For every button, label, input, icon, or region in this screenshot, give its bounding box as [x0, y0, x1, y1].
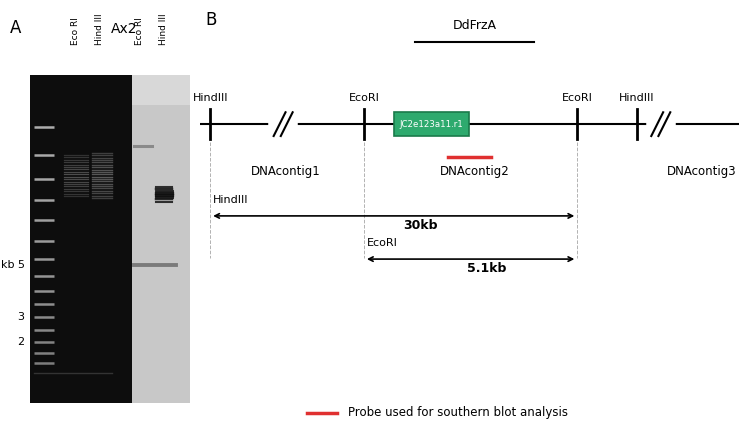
- Text: DNAcontig3: DNAcontig3: [667, 164, 736, 177]
- Text: 2: 2: [17, 336, 24, 347]
- Text: 5.1kb: 5.1kb: [467, 262, 506, 275]
- Text: Eco RI: Eco RI: [135, 17, 144, 45]
- Text: DdFrzA: DdFrzA: [453, 19, 497, 32]
- Text: EcoRI: EcoRI: [562, 93, 593, 103]
- Text: DNAcontig2: DNAcontig2: [440, 164, 509, 177]
- Text: A: A: [10, 19, 21, 37]
- Text: HindIII: HindIII: [193, 93, 228, 103]
- Text: Ax2: Ax2: [110, 22, 137, 36]
- Text: DNAcontig1: DNAcontig1: [251, 164, 321, 177]
- Bar: [30, 75, 132, 403]
- Text: B: B: [205, 11, 217, 29]
- Bar: [394, 112, 469, 136]
- Text: Probe used for southern blot analysis: Probe used for southern blot analysis: [348, 406, 568, 419]
- Text: EcoRI: EcoRI: [367, 238, 398, 248]
- Text: kb: kb: [1, 260, 15, 270]
- Text: Hind III: Hind III: [159, 13, 168, 45]
- Text: 3: 3: [17, 312, 24, 322]
- Text: Eco RI: Eco RI: [72, 17, 81, 45]
- Text: JC2e123a11.r1: JC2e123a11.r1: [400, 120, 463, 129]
- Text: EcoRI: EcoRI: [349, 93, 380, 103]
- Text: HindIII: HindIII: [619, 93, 654, 103]
- Text: 30kb: 30kb: [403, 219, 438, 232]
- Text: Hind III: Hind III: [95, 13, 104, 45]
- Bar: [132, 75, 190, 403]
- Bar: [132, 75, 190, 104]
- Text: 5: 5: [17, 260, 24, 270]
- Text: HindIII: HindIII: [213, 195, 248, 205]
